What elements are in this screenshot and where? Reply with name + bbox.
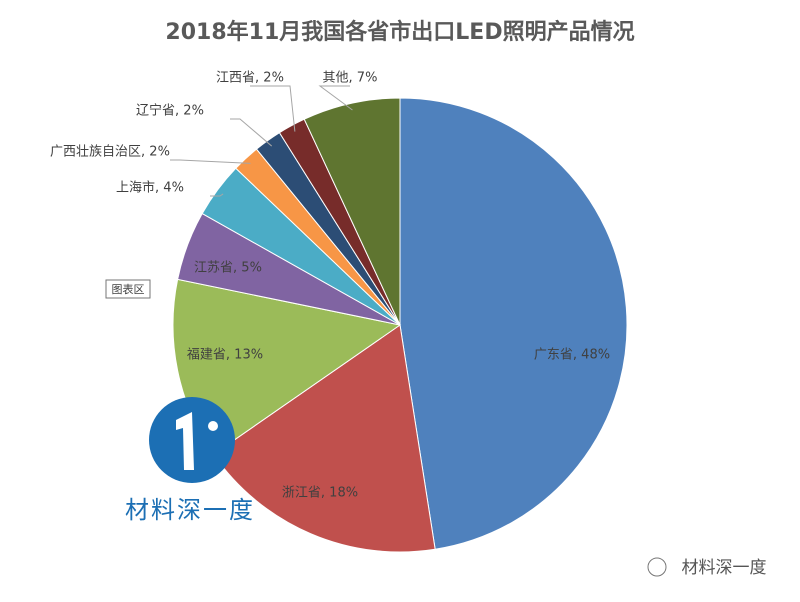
data-label: 福建省, 13% xyxy=(187,348,263,363)
leader-line xyxy=(170,159,251,164)
pie-slice xyxy=(399,97,628,550)
source-text: 材料深一度 xyxy=(682,558,767,578)
tooltip-text: 图表区 xyxy=(112,282,145,296)
data-label: 江苏省, 5% xyxy=(194,260,262,276)
data-label: 浙江省, 18% xyxy=(282,486,358,501)
leader-line xyxy=(318,85,353,111)
source: 材料深一度 xyxy=(647,557,767,578)
data-label: 辽宁省, 2% xyxy=(136,103,204,119)
tooltip: 图表区 xyxy=(105,279,151,299)
data-label: 上海市, 4% xyxy=(116,180,184,196)
pie-slice xyxy=(303,97,401,326)
logo: 材料深一度 xyxy=(125,397,255,524)
leader-line xyxy=(230,118,273,147)
chart-title: 2018年11月我国各省市出口LED照明产品情况 xyxy=(165,19,634,45)
data-label: 广东省, 48% xyxy=(534,348,610,363)
tooltip-box xyxy=(105,279,151,299)
pie: 广东省, 48% 浙江省, 18% 福建省, 13% 江苏省, 5% 上海市, 4% 广西… xyxy=(50,71,628,553)
pie-slice xyxy=(212,324,436,553)
leader-line xyxy=(210,193,224,197)
data-label: 其他, 7% xyxy=(323,71,378,86)
data-label: 广西壮族自治区, 2% xyxy=(50,144,170,160)
logo-dot xyxy=(208,421,218,431)
leader-line xyxy=(250,85,296,132)
logo-mark xyxy=(176,412,194,470)
source-icon xyxy=(647,557,667,577)
watermark: 材料深一度 xyxy=(125,496,255,524)
data-label: 江西省, 2% xyxy=(216,71,284,86)
